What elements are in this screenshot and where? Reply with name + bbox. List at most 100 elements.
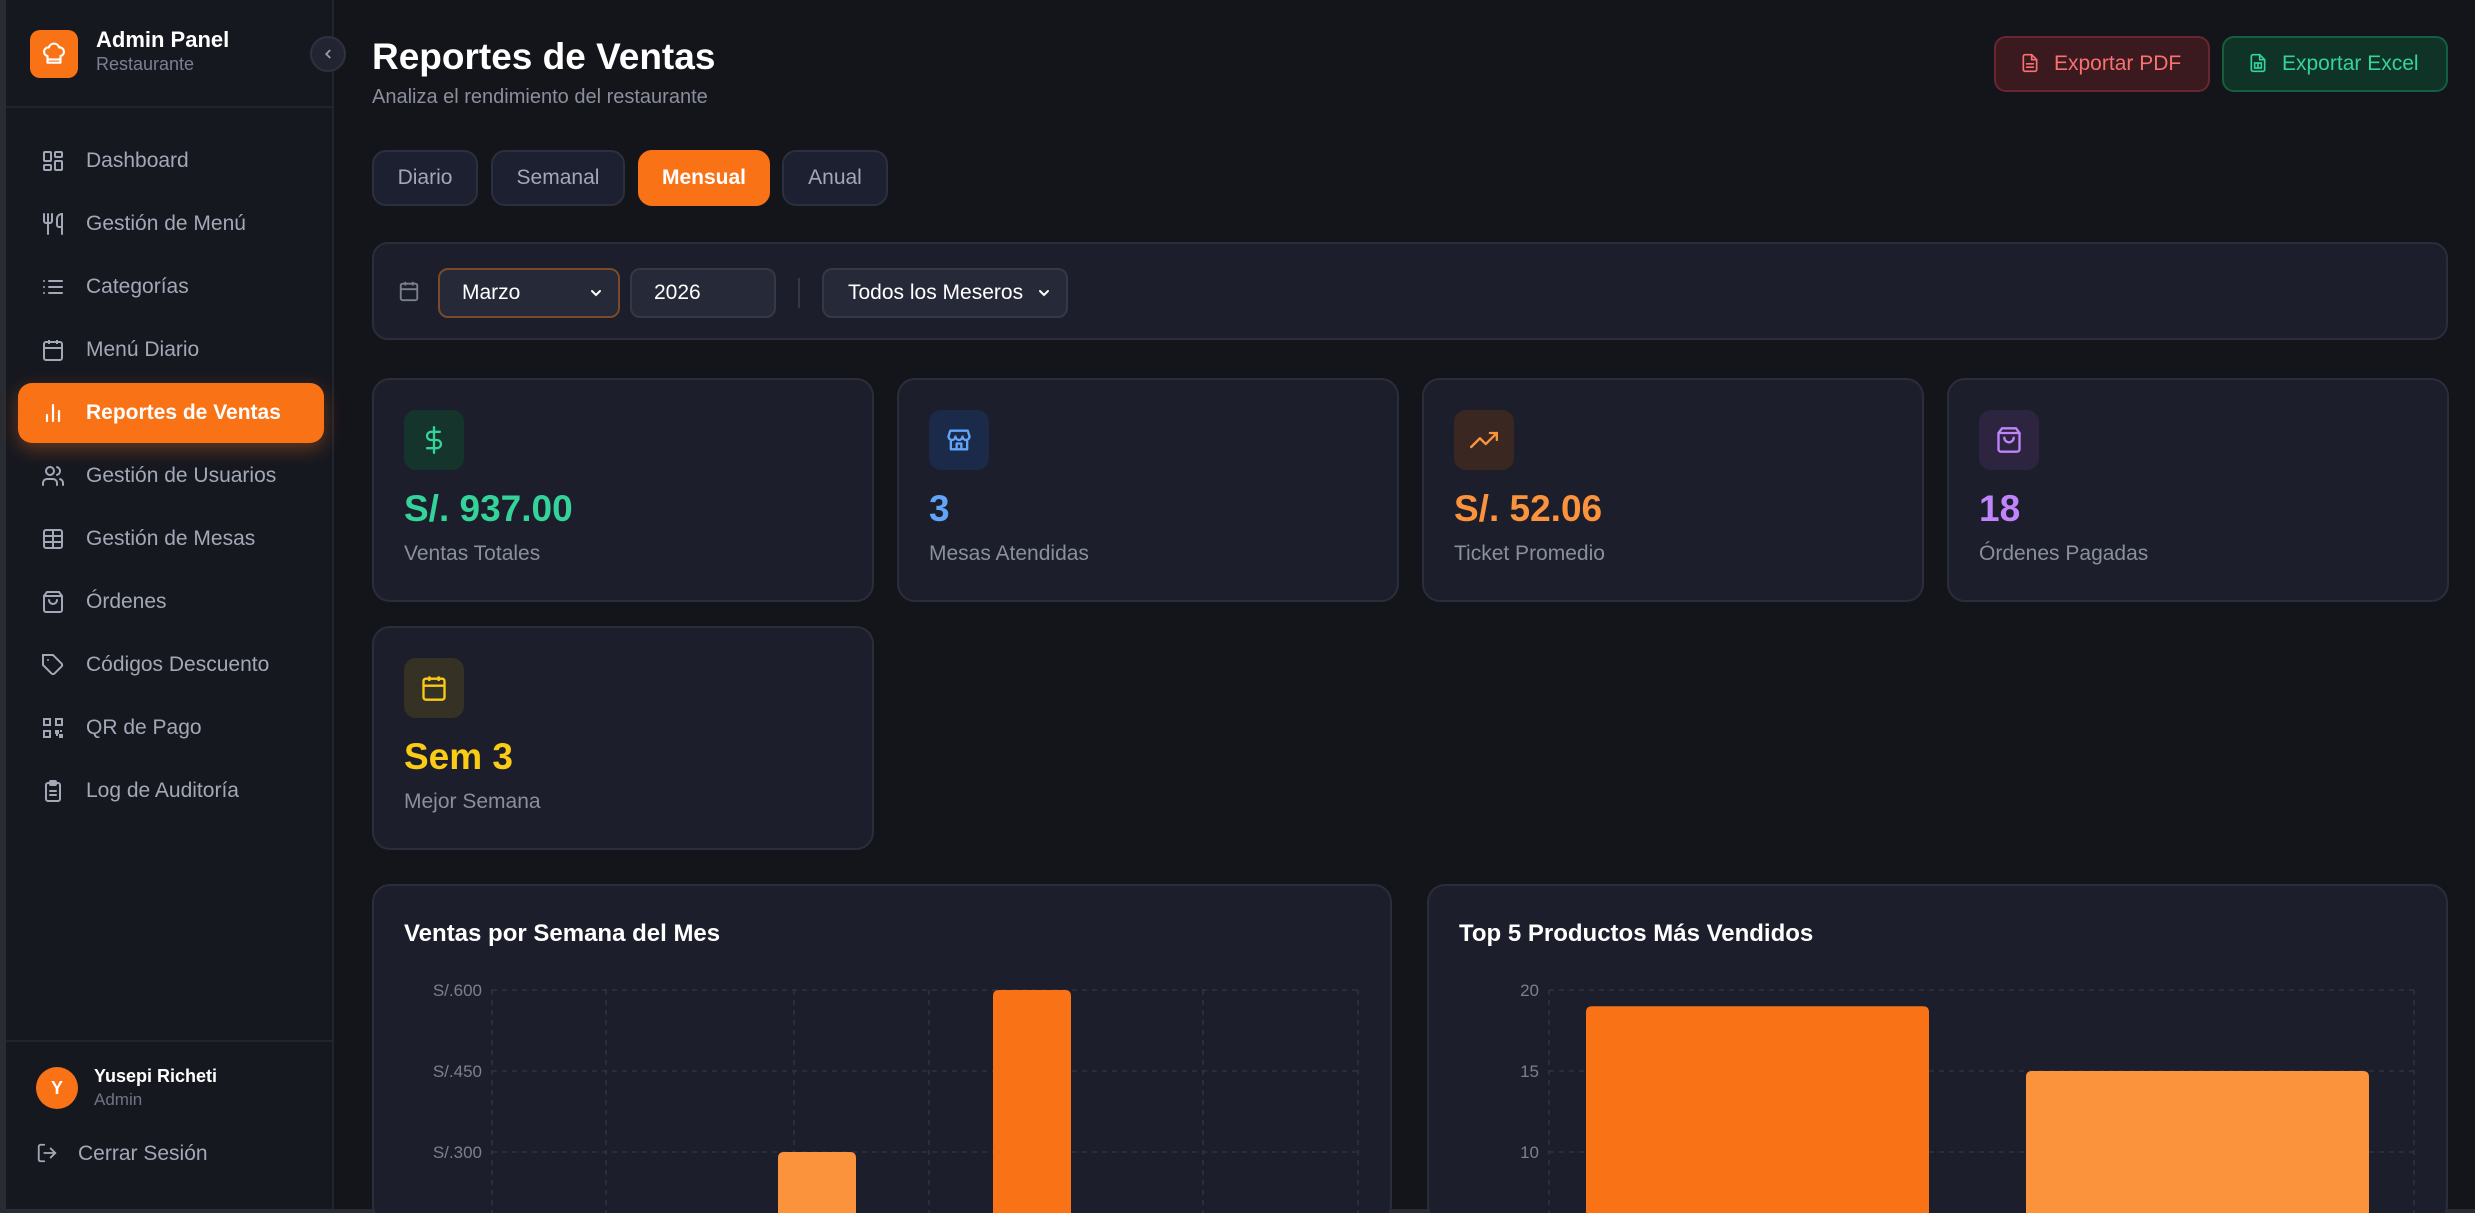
- stat-label: Mejor Semana: [404, 790, 541, 813]
- chevron-down-icon: [1036, 285, 1052, 301]
- chart-title: Ventas por Semana del Mes: [404, 920, 721, 947]
- mesero-select[interactable]: Todos los Meseros: [822, 268, 1068, 318]
- sidebar-item-label: Gestión de Mesas: [86, 527, 256, 550]
- collapse-sidebar-button[interactable]: [310, 36, 346, 72]
- file-text-icon: [2020, 53, 2042, 75]
- stat-card-ticket-promedio: S/. 52.06 Ticket Promedio: [1422, 378, 1924, 602]
- tab-semanal[interactable]: Semanal: [491, 150, 625, 206]
- divider: [798, 278, 800, 308]
- brand-subtitle: Restaurante: [96, 54, 195, 74]
- bar-chart-icon: [40, 400, 66, 426]
- users-icon: [40, 463, 66, 489]
- stat-label: Órdenes Pagadas: [1979, 542, 2149, 565]
- calendar-icon: [398, 280, 422, 304]
- tag-icon: [40, 652, 66, 678]
- chef-hat-icon: [30, 30, 78, 78]
- page-title: Reportes de Ventas: [372, 36, 716, 77]
- logout-button[interactable]: Cerrar Sesión: [36, 1142, 208, 1166]
- export-excel-button[interactable]: Exportar Excel: [2222, 36, 2448, 92]
- store-icon: [929, 410, 989, 470]
- chart-title: Top 5 Productos Más Vendidos: [1459, 920, 1814, 947]
- export-pdf-button[interactable]: Exportar PDF: [1994, 36, 2210, 92]
- sidebar-item-gestion-usuarios[interactable]: Gestión de Usuarios: [18, 446, 324, 506]
- chart-bar: [778, 1152, 856, 1213]
- shopping-bag-icon: [1979, 410, 2039, 470]
- tab-anual[interactable]: Anual: [782, 150, 888, 206]
- stat-label: Ventas Totales: [404, 542, 541, 565]
- mesero-select-value: Todos los Meseros: [848, 281, 1024, 304]
- file-spreadsheet-icon: [2248, 53, 2270, 75]
- stat-card-ventas-totales: S/. 937.00 Ventas Totales: [372, 378, 874, 602]
- sidebar-item-ordenes[interactable]: Órdenes: [18, 572, 324, 632]
- logout-label: Cerrar Sesión: [78, 1142, 208, 1165]
- sidebar-item-gestion-menu[interactable]: Gestión de Menú: [18, 194, 324, 254]
- y-tick-label: 20: [1520, 981, 1539, 1000]
- sidebar-item-label: Reportes de Ventas: [86, 401, 281, 424]
- sidebar-item-reportes-ventas[interactable]: Reportes de Ventas: [18, 383, 324, 443]
- page-subtitle: Analiza el rendimiento del restaurante: [372, 86, 708, 108]
- chart-bar: [2026, 1071, 2369, 1213]
- sidebar-item-label: Categorías: [86, 275, 189, 298]
- sidebar-item-label: Códigos Descuento: [86, 653, 270, 676]
- avatar[interactable]: Y: [36, 1067, 78, 1109]
- utensils-icon: [40, 211, 66, 237]
- y-tick-label: S/.300: [433, 1143, 482, 1162]
- tab-diario[interactable]: Diario: [372, 150, 478, 206]
- ventas-semana-chart: S/.600 S/.450 S/.300: [433, 981, 1359, 1213]
- stat-card-mesas-atendidas: 3 Mesas Atendidas: [897, 378, 1399, 602]
- table-icon: [40, 526, 66, 552]
- sidebar-item-label: Log de Auditoría: [86, 779, 239, 802]
- sidebar: Admin Panel Restaurante Dashboard Gestió…: [6, 0, 334, 1209]
- y-tick-label: S/.600: [433, 981, 482, 1000]
- stat-value: 3: [929, 488, 950, 529]
- chevron-down-icon: [588, 285, 604, 301]
- sidebar-item-gestion-mesas[interactable]: Gestión de Mesas: [18, 509, 324, 569]
- y-tick-label: S/.450: [433, 1062, 482, 1081]
- sidebar-item-qr-pago[interactable]: QR de Pago: [18, 698, 324, 758]
- chart-card-top-productos: Top 5 Productos Más Vendidos 20 15 10: [1427, 884, 2448, 1213]
- month-select[interactable]: Marzo: [438, 268, 620, 318]
- sidebar-item-label: Gestión de Usuarios: [86, 464, 277, 487]
- stat-card-ordenes-pagadas: 18 Órdenes Pagadas: [1947, 378, 2449, 602]
- stat-label: Mesas Atendidas: [929, 542, 1089, 565]
- brand-title: Admin Panel: [96, 27, 230, 52]
- clipboard-icon: [40, 778, 66, 804]
- list-icon: [40, 274, 66, 300]
- year-input[interactable]: 2026: [630, 268, 776, 318]
- user-name: Yusepi Richeti: [94, 1066, 218, 1086]
- y-tick-label: 10: [1520, 1143, 1539, 1162]
- sidebar-item-dashboard[interactable]: Dashboard: [18, 131, 324, 191]
- sidebar-item-log-auditoria[interactable]: Log de Auditoría: [18, 761, 324, 821]
- sidebar-item-label: QR de Pago: [86, 716, 202, 739]
- stat-value: S/. 52.06: [1454, 488, 1603, 529]
- stat-value: 18: [1979, 488, 2021, 529]
- sidebar-item-label: Menú Diario: [86, 338, 200, 361]
- chart-bar: [993, 990, 1071, 1213]
- chart-bar: [1586, 1006, 1929, 1213]
- y-tick-label: 15: [1520, 1062, 1539, 1081]
- filter-bar: Marzo 2026 Todos los Meseros: [372, 242, 2448, 340]
- year-input-value: 2026: [654, 281, 701, 304]
- stat-label: Ticket Promedio: [1454, 542, 1605, 565]
- stat-card-mejor-semana: Sem 3 Mejor Semana: [372, 626, 874, 850]
- user-role: Admin: [94, 1090, 143, 1109]
- top-productos-chart: 20 15 10: [1520, 981, 2415, 1213]
- sidebar-item-label: Órdenes: [86, 590, 167, 613]
- sidebar-item-categorias[interactable]: Categorías: [18, 257, 324, 317]
- export-pdf-label: Exportar PDF: [2054, 52, 2182, 75]
- chart-card-ventas-semana: Ventas por Semana del Mes S/.600 S/.450 S/…: [372, 884, 1392, 1213]
- tab-mensual[interactable]: Mensual: [638, 150, 770, 206]
- sidebar-item-menu-diario[interactable]: Menú Diario: [18, 320, 324, 380]
- stat-value: S/. 937.00: [404, 488, 573, 529]
- brand-header: Admin Panel Restaurante: [6, 0, 332, 108]
- grid-icon: [40, 148, 66, 174]
- calendar-icon: [40, 337, 66, 363]
- calendar-icon: [404, 658, 464, 718]
- sidebar-item-codigos-descuento[interactable]: Códigos Descuento: [18, 635, 324, 695]
- export-excel-label: Exportar Excel: [2282, 52, 2419, 75]
- sidebar-item-label: Dashboard: [86, 149, 189, 172]
- user-area: Y Yusepi Richeti Admin Cerrar Sesión: [6, 1040, 332, 1210]
- trending-up-icon: [1454, 410, 1514, 470]
- qr-code-icon: [40, 715, 66, 741]
- chevron-left-icon: [321, 47, 335, 61]
